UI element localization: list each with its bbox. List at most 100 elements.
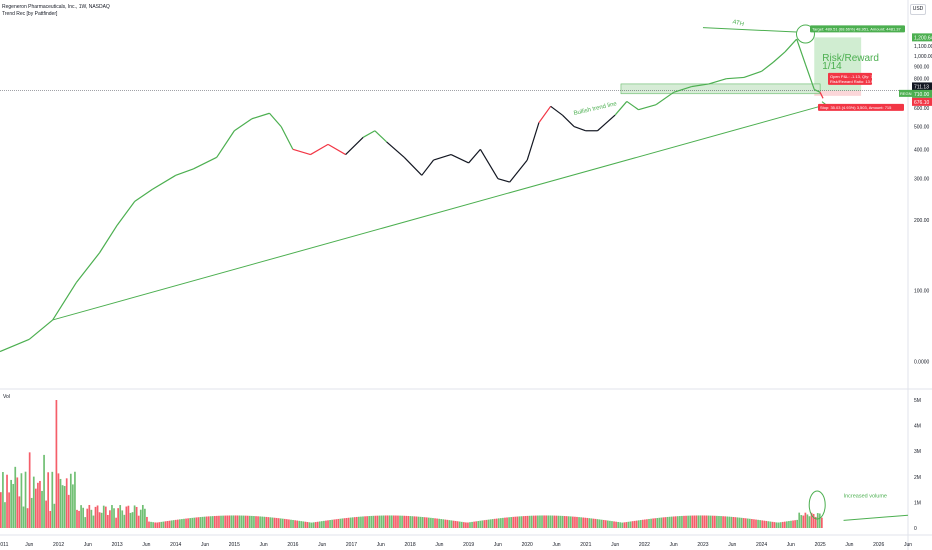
volume-bar: [234, 515, 237, 528]
price-tick-label: 400.00: [914, 147, 930, 153]
volume-bar: [450, 520, 453, 528]
volume-bar: [738, 517, 741, 528]
volume-bar: [534, 515, 537, 528]
price-segment: [804, 64, 815, 90]
volume-bar: [69, 473, 72, 528]
volume-bar: [734, 517, 737, 528]
volume-bar: [154, 522, 157, 528]
volume-bar: [162, 521, 165, 528]
time-tick-label: Jun: [25, 542, 33, 548]
price-segment: [99, 224, 118, 254]
volume-bar: [639, 520, 642, 528]
volume-bar: [269, 517, 272, 528]
volume-bar: [652, 518, 654, 528]
volume-tick-label: 3M: [914, 449, 921, 455]
volume-bar: [144, 508, 146, 528]
volume-bar: [732, 517, 735, 528]
volume-bar: [273, 517, 276, 528]
volume-bar: [790, 520, 792, 528]
volume-bar: [156, 522, 159, 528]
volume-bar: [296, 520, 299, 528]
volume-bar: [100, 512, 103, 528]
price-segment: [772, 51, 786, 63]
volume-bar: [189, 518, 192, 528]
volume-bar: [504, 517, 506, 528]
time-tick-label: 2022: [639, 542, 650, 548]
volume-bar: [660, 517, 663, 528]
volume-bar: [629, 521, 632, 528]
volume-bar: [800, 515, 803, 528]
volume-bar: [411, 516, 414, 528]
price-segment: [362, 130, 376, 138]
price-tick-label: 800.00: [914, 77, 930, 83]
target-box-text: Target: 489.51 (68.66%) 48,951, Amount: …: [812, 26, 902, 31]
volume-bar: [360, 516, 362, 528]
time-tick-label: 2012: [53, 542, 64, 548]
volume-bar: [207, 516, 210, 528]
volume-bar: [109, 510, 111, 528]
volume-bar: [765, 520, 768, 528]
volume-bar: [90, 509, 93, 528]
volume-bar: [547, 515, 550, 528]
volume-bar: [699, 515, 702, 528]
volume-bar: [510, 517, 512, 528]
volume-bar: [310, 522, 313, 528]
volume-bar: [275, 517, 278, 528]
volume-bar: [549, 515, 552, 528]
volume-bar: [668, 516, 671, 528]
volume-bar: [14, 466, 17, 528]
time-tick-label: Jun: [787, 542, 795, 548]
volume-bar: [37, 482, 39, 528]
symbol-tag-bg: [899, 89, 912, 97]
volume-bar: [218, 515, 220, 528]
volume-bar: [701, 515, 704, 528]
volume-bar: [8, 492, 10, 528]
volume-bar: [744, 518, 747, 528]
volume-bar: [174, 519, 177, 528]
volume-bar: [395, 515, 397, 528]
volume-bar: [728, 516, 731, 528]
zones: [0, 37, 908, 96]
risk-reward-value: 1/14: [822, 61, 842, 72]
volume-bar: [102, 505, 105, 528]
volume-bar: [495, 518, 498, 528]
volume-bar: [444, 519, 447, 528]
volume-bar: [576, 516, 578, 528]
volume-bar: [265, 516, 268, 528]
volume-bar: [131, 512, 134, 528]
volume-bar: [368, 516, 371, 528]
volume-bar: [106, 514, 109, 528]
price-segment: [52, 282, 77, 321]
price-tick-label: 1,100.00: [914, 44, 932, 50]
volume-bar: [627, 521, 630, 528]
volume-bar: [532, 515, 535, 528]
price-tick-label: 200.00: [914, 218, 930, 224]
volume-bar: [220, 515, 222, 528]
volume-bar: [740, 517, 743, 528]
price-segment: [538, 105, 552, 123]
volume-bar: [49, 510, 52, 528]
volume-bar: [563, 516, 566, 528]
volume-bar: [117, 508, 119, 528]
volume-bar: [452, 520, 455, 528]
volume-bar: [327, 520, 329, 528]
volume-bar: [615, 521, 617, 528]
price-segment: [450, 154, 469, 164]
volume-bar: [98, 512, 101, 528]
chart-title: Regeneron Pharmaceuticals, Inc., 1W, NAS…: [2, 4, 110, 10]
currency-button[interactable]: USD: [910, 4, 926, 15]
volume-bar: [314, 522, 317, 528]
volume-bar: [283, 518, 286, 528]
volume-bar: [430, 517, 432, 528]
volume-bar: [648, 518, 650, 528]
price-segment: [761, 61, 774, 72]
volume-bar: [746, 518, 749, 528]
volume-bar: [271, 517, 274, 528]
volume-bar: [168, 520, 171, 528]
time-tick-label: Jun: [845, 542, 853, 548]
volume-bar: [34, 488, 37, 528]
volume-bar: [318, 521, 321, 528]
volume-bar: [767, 521, 770, 528]
